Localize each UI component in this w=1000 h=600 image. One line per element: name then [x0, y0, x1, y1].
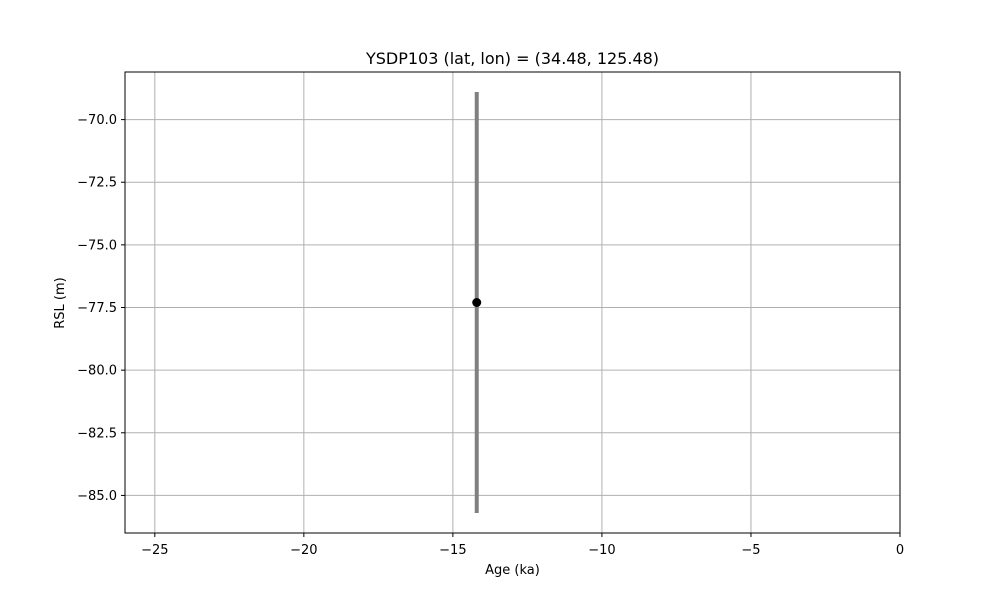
y-tick-label: −85.0: [77, 489, 117, 504]
y-tick-label: −82.5: [77, 426, 117, 441]
grid: [125, 72, 901, 533]
plot-frame: [124, 71, 901, 534]
y-axis-ticks: −70.0 −72.5 −75.0 −77.5 −80.0 −82.5 −85.0: [77, 113, 125, 504]
x-tick-label: −20: [290, 543, 317, 558]
data-layer: [472, 92, 482, 513]
y-axis-label: RSL (m): [53, 277, 68, 328]
y-tick-label: −75.0: [77, 238, 117, 253]
x-tick-label: −15: [439, 543, 466, 558]
x-axis-ticks: −25 −20 −15 −10 −5 0: [141, 533, 904, 558]
x-axis-label: Age (ka): [485, 563, 540, 578]
data-point: [472, 298, 482, 307]
x-tick-label: −25: [141, 543, 168, 558]
x-tick-label: −5: [741, 543, 760, 558]
y-tick-label: −80.0: [77, 364, 117, 379]
y-tick-label: −70.0: [77, 113, 117, 128]
y-tick-label: −72.5: [77, 176, 117, 191]
y-tick-label: −77.5: [77, 301, 117, 316]
chart-title: YSDP103 (lat, lon) = (34.48, 125.48): [365, 49, 659, 68]
x-tick-label: −10: [588, 543, 615, 558]
x-tick-label: 0: [896, 543, 904, 558]
